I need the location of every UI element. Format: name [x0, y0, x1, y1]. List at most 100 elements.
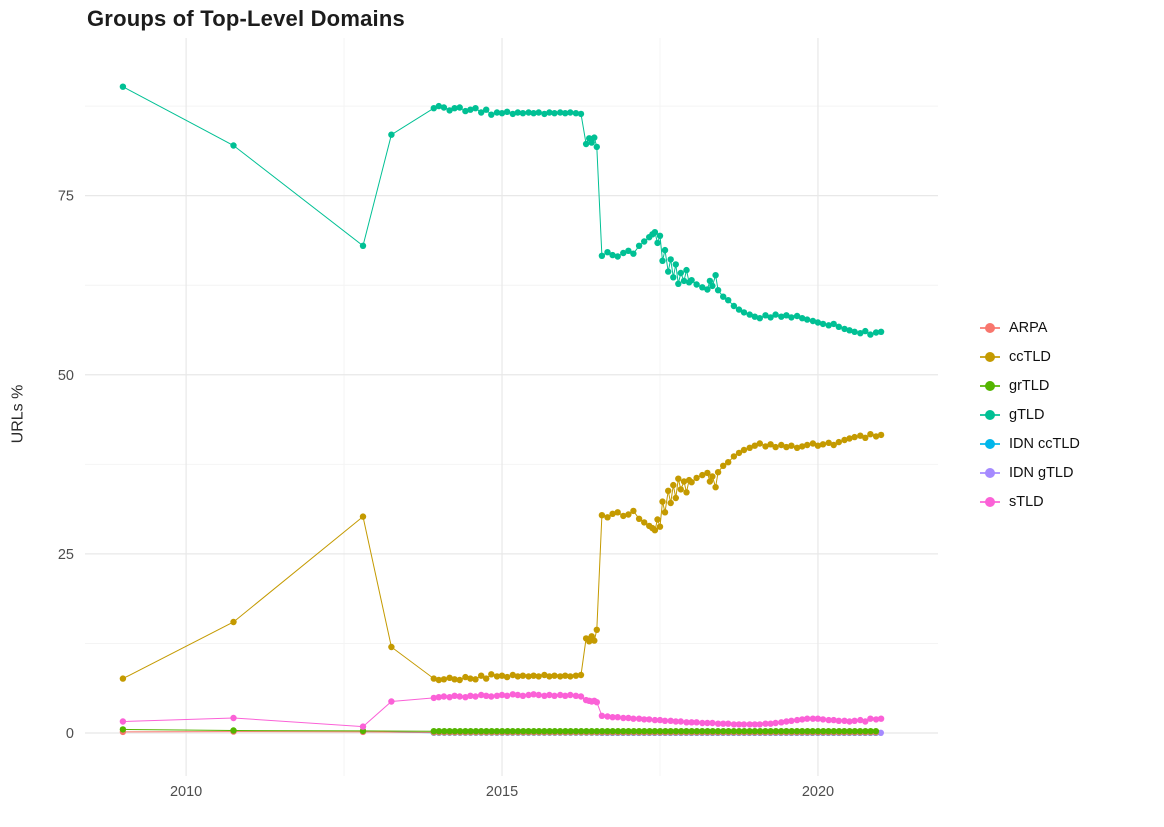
series-point-ccTLD: [877, 431, 885, 439]
series-point-ccTLD: [661, 509, 669, 516]
series-point-sTLD: [625, 714, 632, 722]
series-point-ccTLD: [675, 475, 682, 482]
series-point-ccTLD: [809, 440, 817, 447]
series-point-grTLD: [783, 728, 790, 735]
legend-label: IDN ccTLD: [1009, 436, 1080, 452]
series-point-gTLD: [793, 312, 801, 320]
series-point-sTLD: [456, 693, 463, 700]
series-point-grTLD: [446, 728, 453, 735]
series-point-gTLD: [841, 325, 848, 333]
series-point-ccTLD: [767, 441, 774, 448]
series-point-sTLD: [388, 698, 395, 705]
legend-swatch-icon: [980, 465, 1000, 481]
series-point-sTLD: [851, 717, 858, 724]
series-point-grTLD: [814, 728, 822, 735]
legend-item-sTLD: sTLD: [980, 492, 1080, 512]
series-point-sTLD: [641, 716, 648, 723]
series-point-sTLD: [735, 721, 743, 728]
legend-item-grTLD: grTLD: [980, 376, 1080, 396]
series-point-ccTLD: [667, 499, 674, 507]
series-point-sTLD: [656, 716, 664, 724]
series-point-grTLD: [630, 728, 637, 735]
series-point-sTLD: [630, 715, 637, 722]
series-point-ccTLD: [509, 671, 516, 679]
y-tick-label: 75: [58, 189, 74, 205]
series-point-ccTLD: [804, 441, 811, 449]
series-point-gTLD: [509, 110, 516, 118]
series-point-ccTLD: [519, 672, 527, 679]
series-point-ccTLD: [799, 443, 806, 450]
y-tick-label: 0: [66, 726, 74, 742]
legend-item-IDN-gTLD: IDN gTLD: [980, 463, 1080, 483]
series-point-gTLD: [704, 286, 711, 293]
series-point-gTLD: [446, 107, 453, 114]
series-point-sTLD: [514, 691, 521, 699]
series-point-sTLD: [846, 718, 853, 725]
series-point-ccTLD: [625, 511, 632, 518]
series-point-ccTLD: [788, 442, 795, 449]
series-point-ccTLD: [604, 514, 611, 521]
series-point-gTLD: [762, 312, 769, 319]
series-point-gTLD: [604, 249, 611, 256]
series-point-sTLD: [359, 723, 367, 730]
series-point-gTLD: [799, 315, 806, 322]
series-point-ccTLD: [530, 672, 537, 679]
series-point-sTLD: [688, 719, 695, 726]
series-point-ccTLD: [119, 675, 127, 682]
series-point-ccTLD: [446, 674, 453, 681]
series-point-grTLD: [841, 728, 848, 735]
series-point-sTLD: [677, 718, 684, 725]
series-point-ccTLD: [641, 519, 648, 526]
series-point-gTLD: [677, 269, 684, 277]
series-point-ccTLD: [862, 434, 869, 441]
series-point-ccTLD: [451, 676, 458, 683]
series-point-grTLD: [725, 728, 732, 735]
series-point-ccTLD: [535, 673, 542, 680]
series-point-ccTLD: [814, 442, 822, 449]
series-point-ccTLD: [493, 673, 501, 680]
x-tick-label: 2015: [486, 784, 518, 800]
series-point-ccTLD: [706, 478, 714, 485]
series-point-sTLD: [530, 691, 537, 698]
series-point-gTLD: [462, 107, 469, 115]
series-point-grTLD: [693, 728, 701, 735]
series-point-grTLD: [488, 728, 495, 735]
series-point-gTLD: [598, 252, 606, 259]
series-point-sTLD: [440, 693, 448, 700]
series-point-grTLD: [751, 728, 758, 735]
series-point-gTLD: [688, 277, 695, 284]
series-point-ccTLD: [756, 440, 763, 447]
series-point-grTLD: [772, 728, 780, 735]
series-point-gTLD: [772, 311, 779, 318]
series-point-gTLD: [819, 320, 827, 328]
x-tick-label: 2020: [802, 784, 834, 800]
series-point-sTLD: [720, 720, 727, 727]
series-point-gTLD: [541, 110, 548, 118]
series-point-ccTLD: [835, 438, 842, 446]
series-point-ccTLD: [683, 489, 690, 496]
series-point-gTLD: [699, 284, 706, 291]
series-point-ccTLD: [562, 672, 569, 679]
series-point-ccTLD: [688, 479, 695, 486]
series-point-ccTLD: [456, 676, 463, 684]
series-point-gTLD: [119, 83, 127, 90]
series-point-gTLD: [635, 242, 643, 249]
series-point-gTLD: [582, 140, 590, 148]
series-point-sTLD: [435, 694, 442, 701]
series-point-gTLD: [756, 315, 763, 322]
series-point-grTLD: [651, 728, 658, 735]
series-point-gTLD: [588, 139, 595, 146]
series-point-gTLD: [435, 102, 442, 110]
series-point-grTLD: [472, 728, 480, 735]
series-point-ccTLD: [677, 486, 684, 493]
series-point-sTLD: [730, 721, 738, 728]
series-point-sTLD: [704, 719, 711, 727]
series-point-ccTLD: [714, 469, 722, 476]
series-point-ccTLD: [503, 673, 511, 681]
series-point-grTLD: [525, 728, 532, 735]
series-point-grTLD: [546, 728, 553, 735]
series-point-gTLD: [725, 297, 732, 304]
series-point-ccTLD: [670, 481, 677, 489]
series-point-sTLD: [609, 714, 616, 721]
series-point-grTLD: [809, 728, 816, 735]
